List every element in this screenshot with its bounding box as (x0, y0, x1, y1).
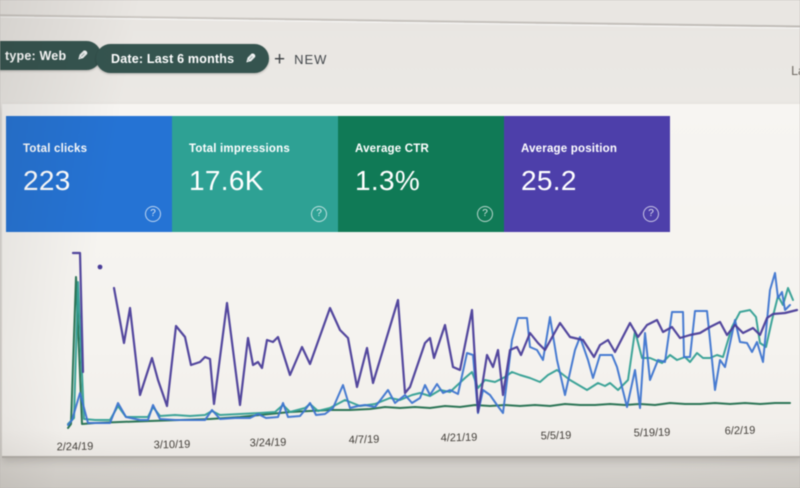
edit-pencil-icon[interactable]: ✎ (245, 50, 257, 66)
scorecard-label: Total clicks (23, 143, 88, 155)
scorecard-average-position[interactable]: Average position 25.2 ? (504, 116, 670, 232)
filter-bar: type: Web ✎ Date: Last 6 months ✎ + NEW … (0, 0, 800, 100)
scorecard-value: 223 (23, 165, 71, 196)
search-type-filter-label: type: Web (5, 48, 67, 63)
date-range-filter-label: Date: Last 6 months (111, 51, 235, 66)
search-type-filter-chip[interactable]: type: Web ✎ (0, 41, 102, 70)
scorecard-value: 25.2 (521, 165, 577, 196)
scorecard-label: Average CTR (355, 143, 429, 155)
help-icon[interactable]: ? (643, 206, 659, 222)
truncated-right-edge-text: La (791, 64, 800, 78)
new-filter-button-label: NEW (294, 52, 328, 67)
scorecard-value: 17.6K (189, 165, 264, 196)
scorecard-total-clicks[interactable]: Total clicks 223 ? (6, 116, 172, 232)
scorecard-average-ctr[interactable]: Average CTR 1.3% ? (338, 116, 504, 232)
help-icon[interactable]: ? (145, 206, 161, 222)
help-icon[interactable]: ? (477, 206, 493, 222)
scorecard-value: 1.3% (355, 165, 421, 196)
scorecard-total-impressions[interactable]: Total impressions 17.6K ? (172, 116, 338, 232)
scorecard-label: Total impressions (189, 143, 290, 155)
help-icon[interactable]: ? (311, 206, 327, 222)
scorecard-label: Average position (521, 143, 618, 155)
plus-icon: + (274, 49, 286, 70)
edit-pencil-icon[interactable]: ✎ (77, 47, 89, 63)
scorecard-row: Total clicks 223 ? Total impressions 17.… (6, 116, 670, 232)
new-filter-button[interactable]: + NEW (268, 49, 333, 70)
performance-chart-plot-area[interactable] (40, 245, 795, 443)
date-range-filter-chip[interactable]: Date: Last 6 months ✎ (96, 44, 270, 73)
